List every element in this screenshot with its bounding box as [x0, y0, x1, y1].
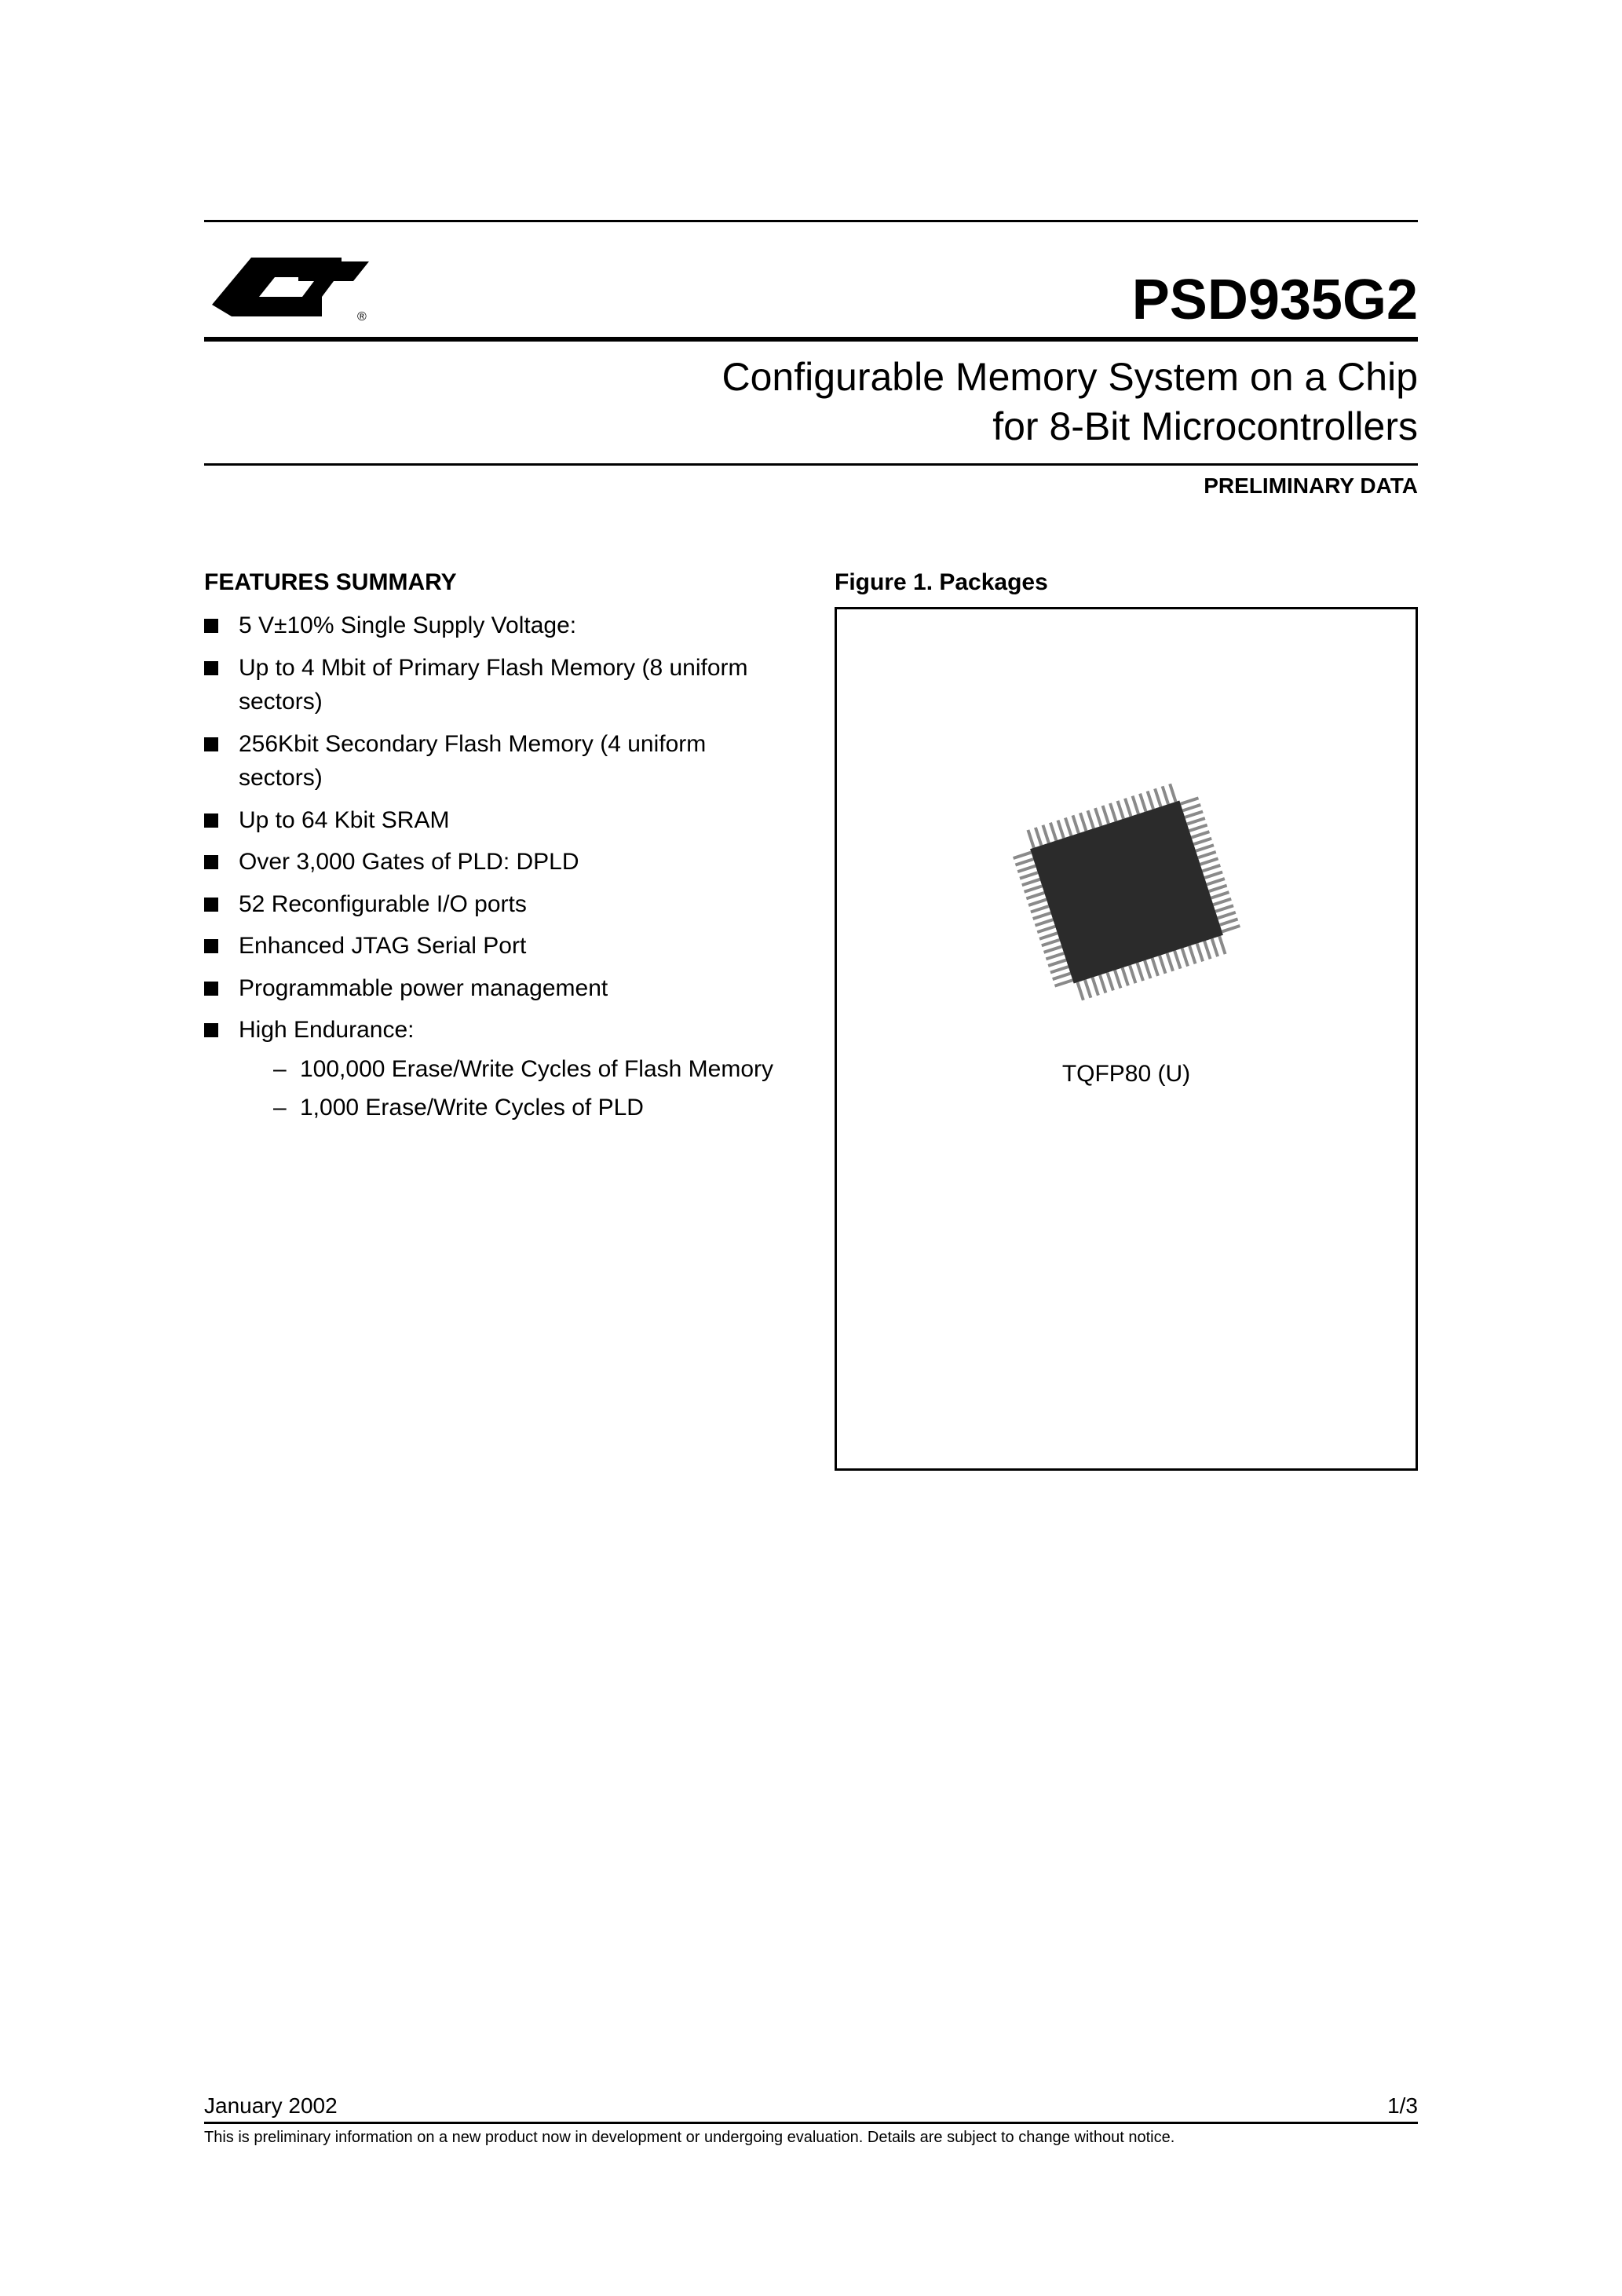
figure-box: TQFP80 (U)	[835, 607, 1418, 1471]
feature-text: Enhanced JTAG Serial Port	[239, 933, 526, 959]
feature-text: High Endurance:	[239, 1017, 414, 1043]
feature-text: 5 V±10% Single Supply Voltage:	[239, 612, 576, 638]
feature-subitem: 100,000 Erase/Write Cycles of Flash Memo…	[239, 1052, 787, 1087]
subtitle-block: Configurable Memory System on a Chip for…	[204, 342, 1418, 466]
features-column: FEATURES SUMMARY 5 V±10% Single Supply V…	[204, 569, 787, 1471]
package-label: TQFP80 (U)	[837, 1061, 1416, 1088]
feature-item: Over 3,000 Gates of PLD: DPLD	[204, 845, 787, 879]
footer-date: January 2002	[204, 2093, 338, 2119]
feature-item: Up to 4 Mbit of Primary Flash Memory (8 …	[204, 651, 787, 719]
feature-text: Over 3,000 Gates of PLD: DPLD	[239, 849, 579, 875]
feature-item: Enhanced JTAG Serial Port	[204, 929, 787, 963]
preliminary-data-label: PRELIMINARY DATA	[204, 473, 1418, 499]
subtitle-line-1: Configurable Memory System on a Chip	[204, 353, 1418, 402]
subtitle-line-2: for 8-Bit Microcontrollers	[204, 402, 1418, 452]
feature-item: 256Kbit Secondary Flash Memory (4 unifor…	[204, 727, 787, 795]
part-number: PSD935G2	[1132, 268, 1418, 332]
figure-title: Figure 1. Packages	[835, 569, 1418, 596]
feature-text: Up to 4 Mbit of Primary Flash Memory (8 …	[239, 655, 748, 715]
header-row: ® PSD935G2	[204, 238, 1418, 342]
feature-text: 52 Reconfigurable I/O ports	[239, 891, 527, 917]
footer-line: January 2002 1/3	[204, 2093, 1418, 2124]
footer: January 2002 1/3 This is preliminary inf…	[204, 2093, 1418, 2147]
top-rule	[204, 220, 1418, 222]
tqfp-chip-icon	[962, 774, 1291, 1010]
feature-item: Programmable power management	[204, 971, 787, 1006]
footer-page: 1/3	[1387, 2093, 1418, 2119]
figure-column: Figure 1. Packages TQFP80 (U)	[835, 569, 1418, 1471]
svg-text:®: ®	[357, 310, 367, 324]
chip-illustration	[962, 774, 1291, 1014]
features-list: 5 V±10% Single Supply Voltage: Up to 4 M…	[204, 609, 787, 1125]
feature-subitem: 1,000 Erase/Write Cycles of PLD	[239, 1091, 787, 1125]
footer-note: This is preliminary information on a new…	[204, 2129, 1418, 2147]
feature-item: 52 Reconfigurable I/O ports	[204, 887, 787, 922]
features-heading: FEATURES SUMMARY	[204, 569, 787, 596]
feature-subtext: 1,000 Erase/Write Cycles of PLD	[300, 1095, 644, 1121]
feature-sublist: 100,000 Erase/Write Cycles of Flash Memo…	[239, 1052, 787, 1125]
content-columns: FEATURES SUMMARY 5 V±10% Single Supply V…	[204, 569, 1418, 1471]
feature-subtext: 100,000 Erase/Write Cycles of Flash Memo…	[300, 1056, 773, 1082]
feature-item: Up to 64 Kbit SRAM	[204, 803, 787, 838]
feature-item: 5 V±10% Single Supply Voltage:	[204, 609, 787, 643]
feature-text: 256Kbit Secondary Flash Memory (4 unifor…	[239, 731, 706, 792]
st-logo: ®	[204, 238, 377, 332]
feature-text: Programmable power management	[239, 975, 608, 1001]
feature-item: High Endurance: 100,000 Erase/Write Cycl…	[204, 1013, 787, 1125]
feature-text: Up to 64 Kbit SRAM	[239, 807, 449, 833]
